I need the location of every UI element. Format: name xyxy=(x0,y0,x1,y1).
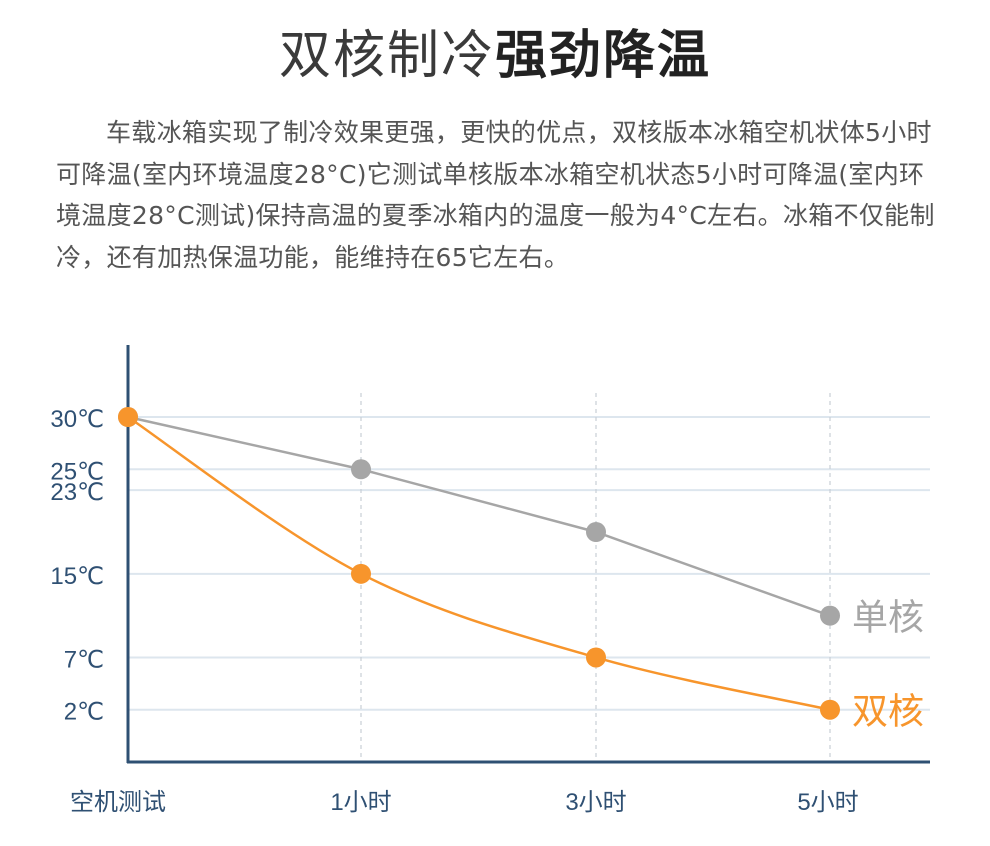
y-tick-label: 23℃ xyxy=(50,479,104,506)
title-part-bold: 强劲降温 xyxy=(495,26,712,86)
title-part-regular: 双核制冷 xyxy=(278,26,495,86)
data-point-dual xyxy=(351,563,371,584)
data-point-single xyxy=(820,605,840,626)
vertical-gridlines xyxy=(360,393,831,762)
series-line-dual xyxy=(127,415,831,711)
data-point-dual xyxy=(586,647,606,668)
horizontal-gridlines xyxy=(128,416,930,711)
data-point-dual xyxy=(118,407,138,427)
x-tick-label: 空机测试 xyxy=(70,789,166,816)
description-paragraph: 车载冰箱实现了制冷效果更强，更快的优点，双核版本冰箱空机状体5小时可降温(室内环… xyxy=(56,118,935,272)
series-line-single xyxy=(127,415,831,617)
data-point-dual xyxy=(820,699,840,720)
x-tick-label: 1小时 xyxy=(330,789,391,816)
series-label-single: 单核 xyxy=(852,598,924,639)
y-tick-label: 25℃ xyxy=(50,458,104,485)
series-points xyxy=(118,407,840,720)
series-label-dual: 双核 xyxy=(852,692,924,733)
x-tick-label: 5小时 xyxy=(797,789,858,816)
y-tick-label: 2℃ xyxy=(64,699,104,726)
data-point-single xyxy=(586,522,606,542)
y-tick-label: 15℃ xyxy=(50,563,104,590)
page-title: 双核制冷强劲降温 xyxy=(0,20,990,92)
y-tick-label: 30℃ xyxy=(50,406,104,433)
x-tick-labels: 空机测试 1小时 3小时 5小时 xyxy=(70,789,859,816)
x-tick-label: 3小时 xyxy=(565,789,626,816)
y-tick-label: 7℃ xyxy=(64,646,104,673)
y-tick-labels: 30℃ 25℃23℃ 15℃ 7℃ 2℃ xyxy=(50,406,104,726)
data-point-single xyxy=(351,459,371,480)
axes xyxy=(126,345,930,764)
series-lines xyxy=(127,415,831,711)
